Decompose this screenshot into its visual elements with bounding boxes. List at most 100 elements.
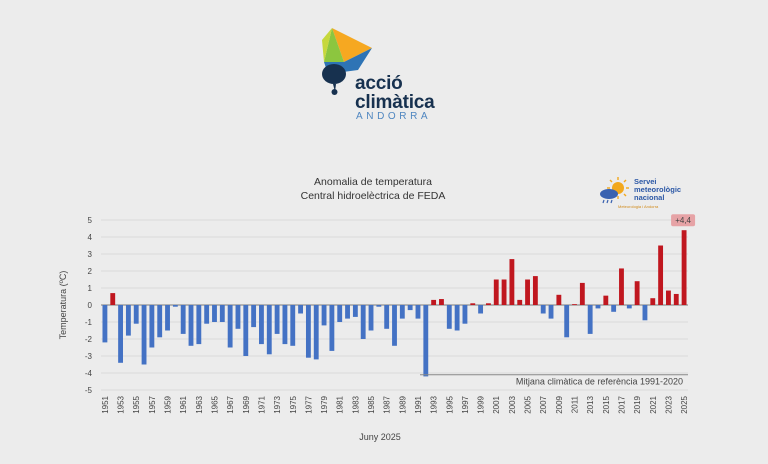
bar-1977 bbox=[305, 305, 311, 358]
bar-1964 bbox=[204, 305, 210, 324]
bar-1983 bbox=[352, 305, 358, 317]
bar-1996 bbox=[454, 305, 460, 331]
x-tick-label: 1995 bbox=[445, 395, 454, 413]
bar-2009 bbox=[556, 294, 562, 305]
bar-2021 bbox=[650, 298, 656, 305]
bar-1980 bbox=[329, 305, 335, 351]
x-tick-label: 1967 bbox=[226, 395, 235, 413]
x-tick-label: 1959 bbox=[164, 395, 173, 413]
x-tick-label: 2013 bbox=[586, 395, 595, 413]
x-tick-label: 1951 bbox=[101, 395, 110, 413]
bar-1963 bbox=[196, 305, 202, 345]
x-tick-labels: 1951 1953 1955 1957 1959 1961 1963 1965 1967 1969… bbox=[101, 395, 689, 413]
y-tick-label: 0 bbox=[88, 301, 93, 310]
bar-1982 bbox=[345, 305, 350, 319]
y-tick-label: -3 bbox=[85, 352, 93, 361]
bar-1954 bbox=[125, 305, 131, 336]
bar-1955 bbox=[133, 305, 139, 324]
x-tick-label: 2005 bbox=[524, 395, 533, 413]
smn-tagline: Meteorologia i Andorra bbox=[618, 204, 659, 209]
bar-1959 bbox=[165, 305, 170, 331]
x-tick-label: 1953 bbox=[117, 395, 126, 413]
bar-2022 bbox=[658, 245, 664, 305]
bar-2024 bbox=[673, 293, 679, 305]
y-tick-label: 4 bbox=[88, 233, 93, 242]
x-tick-label: 2023 bbox=[664, 395, 673, 413]
y-tick-label: -5 bbox=[85, 386, 93, 395]
y-tick-label: -2 bbox=[85, 335, 93, 344]
bar-1969 bbox=[243, 305, 249, 356]
x-tick-label: 1989 bbox=[398, 395, 407, 413]
y-tick-label: -1 bbox=[85, 318, 93, 327]
bar-1956 bbox=[141, 305, 147, 365]
x-tick-label: 1983 bbox=[351, 395, 360, 413]
smn-text-line3: nacional bbox=[634, 193, 665, 202]
bar-2005 bbox=[525, 279, 530, 305]
bar-2002 bbox=[501, 279, 507, 305]
bar-2004 bbox=[517, 299, 523, 305]
bar-1975 bbox=[290, 305, 296, 346]
bar-1976 bbox=[298, 305, 304, 314]
logo-subtitle: ANDORRA bbox=[356, 111, 432, 122]
bar-2001 bbox=[493, 279, 499, 305]
x-tick-label: 1991 bbox=[414, 395, 423, 413]
bar-2010 bbox=[564, 305, 570, 338]
x-tick-label: 1981 bbox=[336, 395, 345, 413]
x-tick-label: 1961 bbox=[179, 395, 188, 413]
y-tick-label: 2 bbox=[88, 267, 93, 276]
bar-1985 bbox=[368, 305, 374, 331]
sun-cloud-icon bbox=[600, 177, 629, 204]
bar-1984 bbox=[360, 305, 366, 339]
y-tick-labels: -5 -4 -3 -2 -1 0 1 2 3 4 5 bbox=[85, 216, 93, 395]
x-tick-label: 2017 bbox=[617, 395, 626, 413]
y-tick-label: 5 bbox=[88, 216, 93, 225]
bar-1988 bbox=[392, 305, 397, 346]
x-tick-label: 1957 bbox=[148, 395, 157, 413]
bar-2000 bbox=[485, 303, 491, 305]
x-tick-label: 2019 bbox=[633, 395, 642, 413]
bar-1971 bbox=[259, 305, 264, 345]
x-tick-label: 2011 bbox=[571, 395, 580, 413]
x-tick-label: 2025 bbox=[680, 395, 689, 413]
bar-1965 bbox=[212, 305, 217, 322]
bar-1968 bbox=[235, 305, 241, 329]
accio-climatica-mark-icon bbox=[322, 28, 372, 95]
bar-2019 bbox=[634, 281, 640, 305]
bar-2020 bbox=[642, 305, 648, 321]
bar-2018 bbox=[626, 305, 632, 309]
chart-subtitle: Central hidroelèctrica de FEDA bbox=[301, 190, 446, 202]
x-tick-label: 2007 bbox=[539, 395, 548, 413]
y-tick-label: -4 bbox=[85, 369, 93, 378]
bar-1987 bbox=[384, 305, 390, 329]
x-tick-label: 1975 bbox=[289, 395, 298, 413]
bar-1953 bbox=[118, 305, 123, 363]
x-tick-label: 1985 bbox=[367, 395, 376, 413]
bar-1990 bbox=[407, 305, 413, 311]
y-tick-label: 3 bbox=[88, 250, 93, 259]
reference-label: Mitjana climàtica de referència 1991-202… bbox=[516, 377, 683, 387]
bar-1993 bbox=[431, 299, 437, 305]
bar-1957 bbox=[149, 305, 155, 348]
bar-1989 bbox=[399, 305, 405, 319]
bar-1979 bbox=[321, 305, 327, 326]
logo-text-line2: climàtica bbox=[355, 92, 435, 113]
bar-1966 bbox=[219, 305, 225, 322]
x-tick-label: 1973 bbox=[273, 395, 282, 413]
highlight-value-label: +4,4 bbox=[675, 216, 691, 225]
bar-1970 bbox=[251, 305, 257, 328]
bar-series bbox=[102, 230, 687, 377]
smn-text-line2: meteorològic bbox=[634, 185, 682, 194]
x-tick-label: 1971 bbox=[257, 395, 266, 413]
bar-1981 bbox=[337, 305, 343, 322]
x-tick-label: 2003 bbox=[508, 395, 517, 413]
accio-climatica-logo: acció climàtica ANDORRA bbox=[318, 26, 446, 126]
bar-1999 bbox=[478, 305, 484, 314]
bar-1973 bbox=[274, 305, 280, 334]
x-tick-label: 1965 bbox=[210, 395, 219, 413]
x-tick-label: 1993 bbox=[430, 395, 439, 413]
bar-1997 bbox=[462, 305, 468, 324]
bar-2023 bbox=[666, 290, 671, 305]
bar-2006 bbox=[532, 276, 538, 305]
smn-text-line1: Servei bbox=[634, 177, 657, 186]
